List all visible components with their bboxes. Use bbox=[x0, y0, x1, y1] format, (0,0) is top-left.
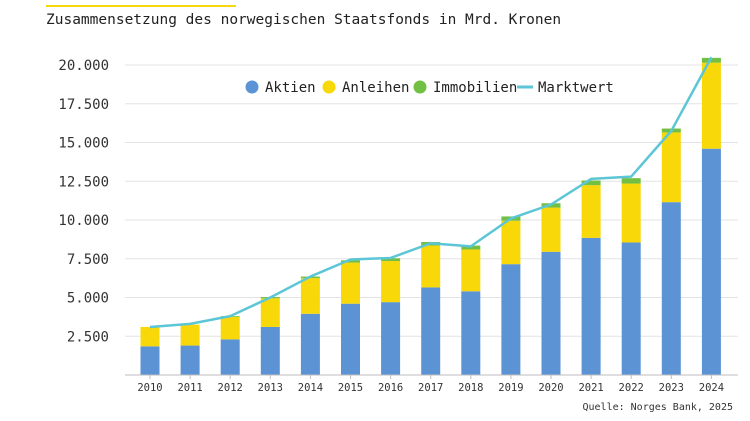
bar-aktien-2024 bbox=[701, 148, 721, 375]
bar-aktien-2016 bbox=[381, 302, 401, 375]
bar-aktien-2020 bbox=[541, 251, 561, 375]
y-tick-label: 7.500 bbox=[67, 252, 109, 268]
bar-aktien-2022 bbox=[621, 242, 641, 375]
chart-title: Zusammensetzung des norwegischen Staatsf… bbox=[46, 12, 562, 28]
legend-label-immobilien: Immobilien bbox=[433, 80, 517, 96]
y-tick-label: 10.000 bbox=[58, 213, 109, 229]
x-tick-label: 2019 bbox=[498, 382, 523, 394]
legend: Aktien Anleihen Immobilien Marktwert bbox=[245, 80, 614, 96]
x-axis: 2010 2011 2012 2013 2014 2015 2016 2017 2018 2019… bbox=[125, 374, 738, 394]
x-tick-label: 2018 bbox=[458, 382, 483, 394]
legend-label-marktwert: Marktwert bbox=[538, 80, 614, 96]
bar-aktien-2019 bbox=[501, 264, 521, 375]
y-tick-label: 12.500 bbox=[58, 174, 109, 190]
x-tick-label: 2016 bbox=[378, 382, 403, 394]
bar-aktien-2018 bbox=[461, 291, 481, 375]
x-tick-label: 2015 bbox=[338, 382, 363, 394]
bar-immobilien-2021 bbox=[581, 180, 601, 186]
bar-aktien-2010 bbox=[140, 346, 160, 375]
bar-anleihen-2020 bbox=[541, 207, 561, 252]
bar-aktien-2013 bbox=[260, 326, 280, 375]
bar-immobilien-2022 bbox=[621, 178, 641, 184]
line-marktwert bbox=[149, 56, 713, 329]
bar-anleihen-2018 bbox=[461, 249, 481, 292]
bar-anleihen-2015 bbox=[341, 262, 360, 304]
bar-anleihen-2011 bbox=[180, 324, 200, 346]
y-axis-ticks: 2.500 5.000 7.500 10.000 12.500 15.000 17.500 2… bbox=[58, 58, 109, 345]
market-value-line bbox=[149, 56, 713, 329]
bars bbox=[140, 57, 721, 375]
legend-marker-aktien bbox=[245, 80, 259, 94]
x-tick-label: 2023 bbox=[659, 382, 684, 394]
x-tick-label: 2012 bbox=[218, 382, 243, 394]
x-tick-label: 2013 bbox=[258, 382, 283, 394]
bar-aktien-2015 bbox=[341, 303, 360, 375]
bar-anleihen-2023 bbox=[661, 132, 681, 203]
legend-label-aktien: Aktien bbox=[265, 80, 316, 96]
x-tick-label: 2024 bbox=[699, 382, 724, 394]
y-tick-label: 15.000 bbox=[58, 136, 109, 152]
bar-anleihen-2024 bbox=[701, 62, 721, 149]
bar-aktien-2011 bbox=[180, 345, 200, 375]
bar-immobilien-2015 bbox=[341, 260, 360, 263]
source-note: Quelle: Norges Bank, 2025 bbox=[582, 402, 733, 413]
legend-marker-immobilien bbox=[413, 80, 427, 94]
legend-marker-anleihen bbox=[322, 80, 336, 94]
bar-anleihen-2012 bbox=[220, 316, 240, 340]
legend-label-anleihen: Anleihen bbox=[342, 80, 409, 96]
bar-anleihen-2017 bbox=[421, 245, 441, 288]
bar-immobilien-2024 bbox=[701, 57, 721, 63]
bar-aktien-2014 bbox=[300, 313, 320, 375]
bar-anleihen-2013 bbox=[260, 298, 280, 327]
y-tick-label: 2.500 bbox=[67, 329, 109, 345]
x-tick-label: 2010 bbox=[137, 382, 162, 394]
y-tick-label: 17.500 bbox=[58, 97, 109, 113]
bar-anleihen-2014 bbox=[300, 278, 320, 314]
bar-immobilien-2016 bbox=[381, 258, 401, 262]
x-tick-label: 2021 bbox=[578, 382, 603, 394]
y-tick-label: 20.000 bbox=[58, 58, 109, 74]
y-tick-label: 5.000 bbox=[67, 291, 109, 307]
bar-aktien-2023 bbox=[661, 202, 681, 375]
bar-anleihen-2010 bbox=[140, 326, 160, 347]
x-tick-label: 2014 bbox=[298, 382, 323, 394]
x-tick-label: 2020 bbox=[538, 382, 563, 394]
bar-anleihen-2021 bbox=[581, 185, 601, 238]
bar-aktien-2012 bbox=[220, 339, 240, 375]
bar-aktien-2017 bbox=[421, 287, 441, 375]
bar-anleihen-2016 bbox=[381, 261, 401, 303]
bar-anleihen-2019 bbox=[501, 220, 521, 265]
title-accent-line bbox=[46, 5, 236, 7]
bar-anleihen-2022 bbox=[621, 183, 641, 243]
x-tick-label: 2022 bbox=[619, 382, 644, 394]
x-tick-label: 2017 bbox=[418, 382, 443, 394]
x-tick-label: 2011 bbox=[177, 382, 202, 394]
bar-aktien-2021 bbox=[581, 237, 601, 375]
